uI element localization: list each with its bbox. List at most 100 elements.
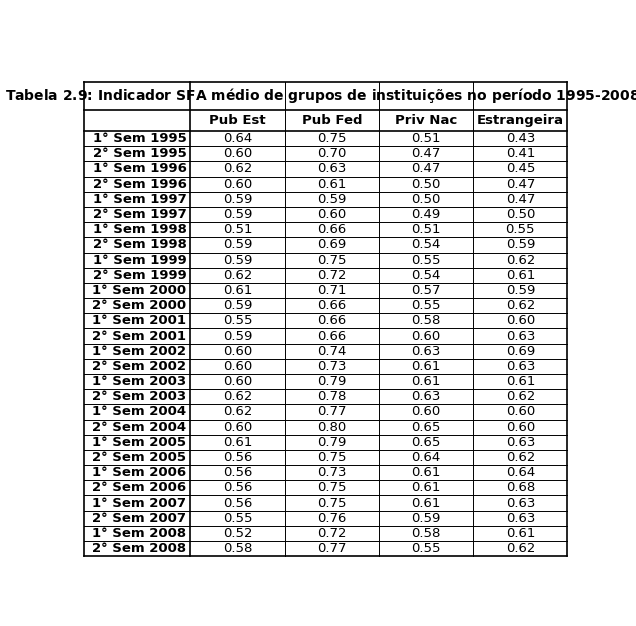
Text: Pub Est: Pub Est: [209, 114, 266, 127]
Text: 0.65: 0.65: [411, 436, 441, 449]
Text: 0.47: 0.47: [411, 163, 441, 175]
Text: 1° Sem 1999: 1° Sem 1999: [93, 254, 186, 267]
Text: 0.72: 0.72: [317, 269, 347, 282]
Text: 0.58: 0.58: [411, 314, 441, 327]
Text: 0.47: 0.47: [411, 147, 441, 160]
Text: 0.55: 0.55: [411, 299, 441, 312]
Text: 0.55: 0.55: [411, 542, 441, 555]
Text: 2° Sem 2002: 2° Sem 2002: [92, 360, 186, 373]
Text: 0.56: 0.56: [223, 451, 252, 464]
Text: 0.63: 0.63: [506, 436, 535, 449]
Text: 1° Sem 1998: 1° Sem 1998: [93, 223, 186, 236]
Text: 0.60: 0.60: [411, 329, 441, 342]
Text: 1° Sem 1997: 1° Sem 1997: [93, 193, 186, 206]
Text: 0.55: 0.55: [411, 254, 441, 267]
Text: 0.58: 0.58: [223, 542, 252, 555]
Text: 0.62: 0.62: [506, 390, 535, 403]
Text: Priv Nac: Priv Nac: [395, 114, 457, 127]
Text: 0.59: 0.59: [506, 284, 535, 297]
Text: 0.74: 0.74: [317, 345, 347, 357]
Text: 0.73: 0.73: [317, 360, 347, 373]
Text: 0.55: 0.55: [223, 314, 252, 327]
Text: 0.54: 0.54: [411, 239, 441, 252]
Text: 2° Sem 1997: 2° Sem 1997: [93, 208, 186, 221]
Text: 0.59: 0.59: [223, 254, 252, 267]
Text: 0.41: 0.41: [506, 147, 535, 160]
Text: 0.56: 0.56: [223, 481, 252, 495]
Text: 0.79: 0.79: [317, 375, 347, 388]
Text: 0.59: 0.59: [506, 239, 535, 252]
Text: 0.60: 0.60: [317, 208, 347, 221]
Text: 0.60: 0.60: [506, 314, 535, 327]
Text: 0.60: 0.60: [223, 345, 252, 357]
Text: 0.55: 0.55: [506, 223, 535, 236]
Text: 0.69: 0.69: [506, 345, 535, 357]
Text: 2° Sem 1998: 2° Sem 1998: [93, 239, 186, 252]
Text: 1° Sem 2004: 1° Sem 2004: [92, 406, 186, 418]
Text: 0.62: 0.62: [506, 451, 535, 464]
Text: 0.61: 0.61: [317, 178, 347, 191]
Text: 0.66: 0.66: [317, 299, 347, 312]
Text: 1° Sem 2005: 1° Sem 2005: [92, 436, 186, 449]
Text: 0.56: 0.56: [223, 466, 252, 479]
Text: 0.63: 0.63: [317, 163, 347, 175]
Text: 1° Sem 2008: 1° Sem 2008: [92, 527, 186, 540]
Text: 2° Sem 2007: 2° Sem 2007: [92, 511, 186, 525]
Text: 0.66: 0.66: [317, 314, 347, 327]
Text: 0.62: 0.62: [223, 163, 252, 175]
Text: 0.70: 0.70: [317, 147, 347, 160]
Text: 0.62: 0.62: [223, 390, 252, 403]
Text: Estrangeira: Estrangeira: [477, 114, 564, 127]
Text: 2° Sem 1995: 2° Sem 1995: [93, 147, 186, 160]
Text: 0.65: 0.65: [411, 421, 441, 434]
Text: 0.63: 0.63: [411, 390, 441, 403]
Text: 0.61: 0.61: [411, 496, 441, 510]
Text: 0.50: 0.50: [411, 178, 441, 191]
Text: 0.78: 0.78: [317, 390, 347, 403]
Text: 0.64: 0.64: [411, 451, 441, 464]
Text: 0.60: 0.60: [223, 147, 252, 160]
Text: 0.60: 0.60: [223, 360, 252, 373]
Text: 0.66: 0.66: [317, 329, 347, 342]
Text: 0.75: 0.75: [317, 481, 347, 495]
Text: 0.61: 0.61: [411, 375, 441, 388]
Text: 0.63: 0.63: [506, 496, 535, 510]
Text: 0.60: 0.60: [223, 375, 252, 388]
Text: 0.64: 0.64: [506, 466, 535, 479]
Text: 0.62: 0.62: [223, 269, 252, 282]
Text: 0.80: 0.80: [317, 421, 347, 434]
Text: 0.59: 0.59: [223, 193, 252, 206]
Text: 0.76: 0.76: [317, 511, 347, 525]
Text: 0.60: 0.60: [506, 406, 535, 418]
Text: 0.61: 0.61: [506, 375, 535, 388]
Text: 2° Sem 2003: 2° Sem 2003: [92, 390, 186, 403]
Text: 0.63: 0.63: [411, 345, 441, 357]
Text: 0.60: 0.60: [223, 178, 252, 191]
Text: 0.71: 0.71: [317, 284, 347, 297]
Text: 0.62: 0.62: [506, 299, 535, 312]
Text: 0.62: 0.62: [506, 542, 535, 555]
Text: 0.75: 0.75: [317, 132, 347, 145]
Text: 0.63: 0.63: [506, 511, 535, 525]
Text: 0.57: 0.57: [411, 284, 441, 297]
Text: 0.59: 0.59: [223, 329, 252, 342]
Text: 2° Sem 1999: 2° Sem 1999: [93, 269, 186, 282]
Text: 0.52: 0.52: [223, 527, 252, 540]
Text: 0.69: 0.69: [317, 239, 347, 252]
Text: 0.60: 0.60: [506, 421, 535, 434]
Text: Tabela 2.9: Indicador SFA médio de grupos de instituições no período 1995-2008$^: Tabela 2.9: Indicador SFA médio de grupo…: [5, 86, 636, 107]
Text: 0.60: 0.60: [223, 421, 252, 434]
Text: 2° Sem 2005: 2° Sem 2005: [92, 451, 186, 464]
Text: 0.51: 0.51: [223, 223, 252, 236]
Text: 0.61: 0.61: [411, 481, 441, 495]
Text: 0.77: 0.77: [317, 542, 347, 555]
Text: 0.63: 0.63: [506, 360, 535, 373]
Text: 0.61: 0.61: [506, 269, 535, 282]
Text: 0.55: 0.55: [223, 511, 252, 525]
Text: 0.56: 0.56: [223, 496, 252, 510]
Text: 0.63: 0.63: [506, 329, 535, 342]
Text: 0.66: 0.66: [317, 223, 347, 236]
Text: 0.72: 0.72: [317, 527, 347, 540]
Text: 0.62: 0.62: [223, 406, 252, 418]
Text: 0.51: 0.51: [411, 223, 441, 236]
